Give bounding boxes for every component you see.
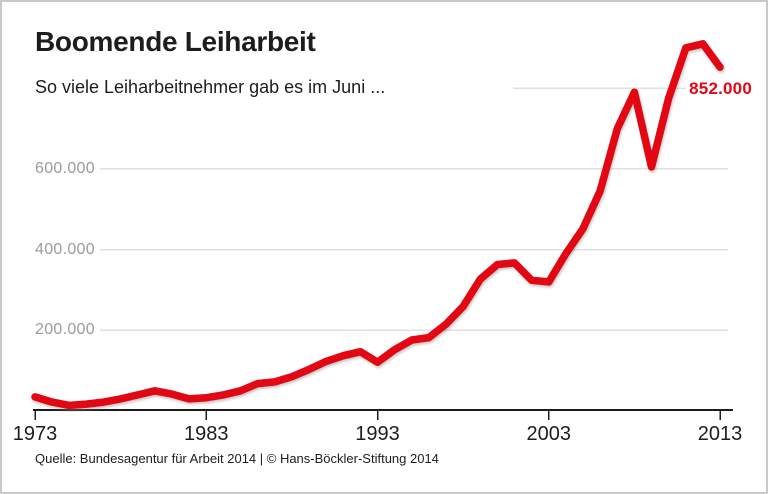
x-tick-label: 2013 bbox=[697, 423, 743, 445]
chart-title: Boomende Leiharbeit bbox=[35, 26, 316, 57]
x-tick-label: 2003 bbox=[526, 423, 572, 445]
y-tick-label: 200.000 bbox=[35, 321, 95, 339]
y-tick-label: 600.000 bbox=[35, 159, 95, 177]
x-tick-label: 1993 bbox=[355, 423, 400, 445]
x-tick-label: 1973 bbox=[12, 423, 58, 445]
y-tick-label: 400.000 bbox=[35, 240, 95, 258]
trend-line bbox=[31, 40, 724, 410]
chart-subtitle: So viele Leiharbeitnehmer gab es im Juni… bbox=[35, 77, 386, 97]
source-note: Quelle: Bundesagentur für Arbeit 2014 | … bbox=[35, 451, 439, 466]
x-tick-label: 1983 bbox=[184, 423, 229, 445]
value-annotation: 852.000 bbox=[686, 77, 755, 101]
